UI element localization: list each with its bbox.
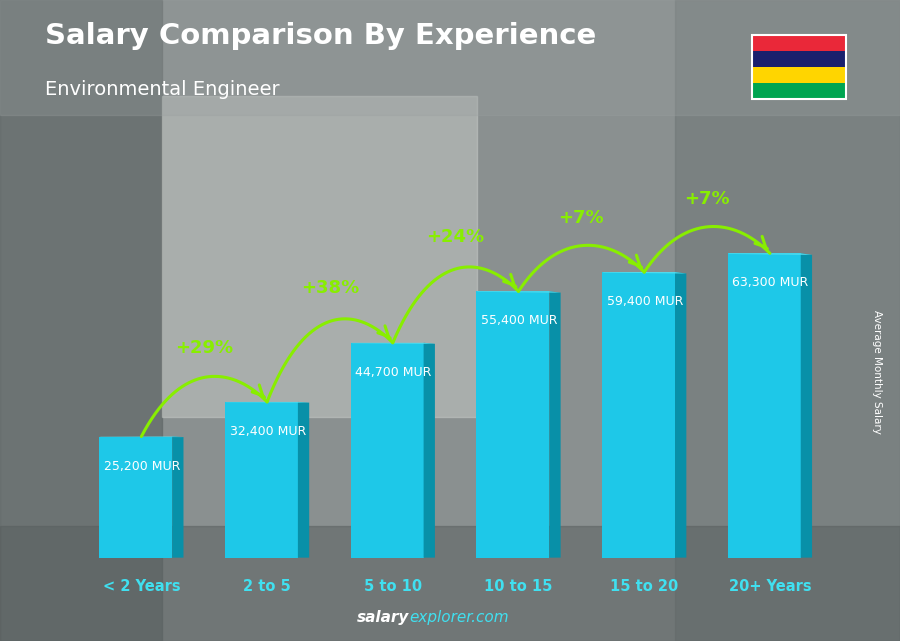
Bar	[0, 0, 900, 115]
Text: 5 to 10: 5 to 10	[364, 579, 422, 594]
Bar	[225, 402, 298, 558]
Bar	[0, 0, 162, 641]
Polygon shape	[351, 343, 435, 344]
Text: 10 to 15: 10 to 15	[484, 579, 553, 594]
Text: +29%: +29%	[176, 338, 233, 356]
Text: 63,300 MUR: 63,300 MUR	[733, 276, 809, 290]
Bar	[728, 253, 801, 558]
Text: 2 to 5: 2 to 5	[243, 579, 291, 594]
Text: Environmental Engineer: Environmental Engineer	[45, 80, 280, 99]
Bar	[99, 437, 172, 558]
Text: +38%: +38%	[301, 279, 359, 297]
Text: 59,400 MUR: 59,400 MUR	[607, 295, 683, 308]
Polygon shape	[549, 291, 561, 558]
Text: 20+ Years: 20+ Years	[729, 579, 811, 594]
Text: +7%: +7%	[559, 209, 604, 227]
Bar	[162, 96, 477, 417]
Polygon shape	[476, 291, 561, 293]
Text: 32,400 MUR: 32,400 MUR	[230, 425, 306, 438]
Text: 44,700 MUR: 44,700 MUR	[356, 366, 432, 379]
Text: +24%: +24%	[427, 228, 485, 246]
Polygon shape	[602, 272, 687, 274]
Polygon shape	[298, 402, 310, 558]
Bar	[602, 272, 675, 558]
Text: Average Monthly Salary: Average Monthly Salary	[872, 310, 883, 434]
Text: Salary Comparison By Experience: Salary Comparison By Experience	[45, 22, 596, 51]
Text: 55,400 MUR: 55,400 MUR	[481, 315, 557, 328]
Text: salary: salary	[357, 610, 410, 625]
Polygon shape	[225, 402, 310, 403]
Polygon shape	[675, 272, 687, 558]
Text: +7%: +7%	[684, 190, 730, 208]
Polygon shape	[728, 253, 812, 255]
Text: explorer.com: explorer.com	[410, 610, 509, 625]
Text: < 2 Years: < 2 Years	[103, 579, 180, 594]
Bar	[675, 0, 900, 641]
Bar	[0, 526, 900, 641]
Text: 25,200 MUR: 25,200 MUR	[104, 460, 180, 472]
Polygon shape	[801, 253, 812, 558]
Bar	[476, 291, 549, 558]
Polygon shape	[424, 343, 435, 558]
Text: 15 to 20: 15 to 20	[610, 579, 679, 594]
Polygon shape	[172, 437, 184, 558]
Bar	[351, 343, 424, 558]
